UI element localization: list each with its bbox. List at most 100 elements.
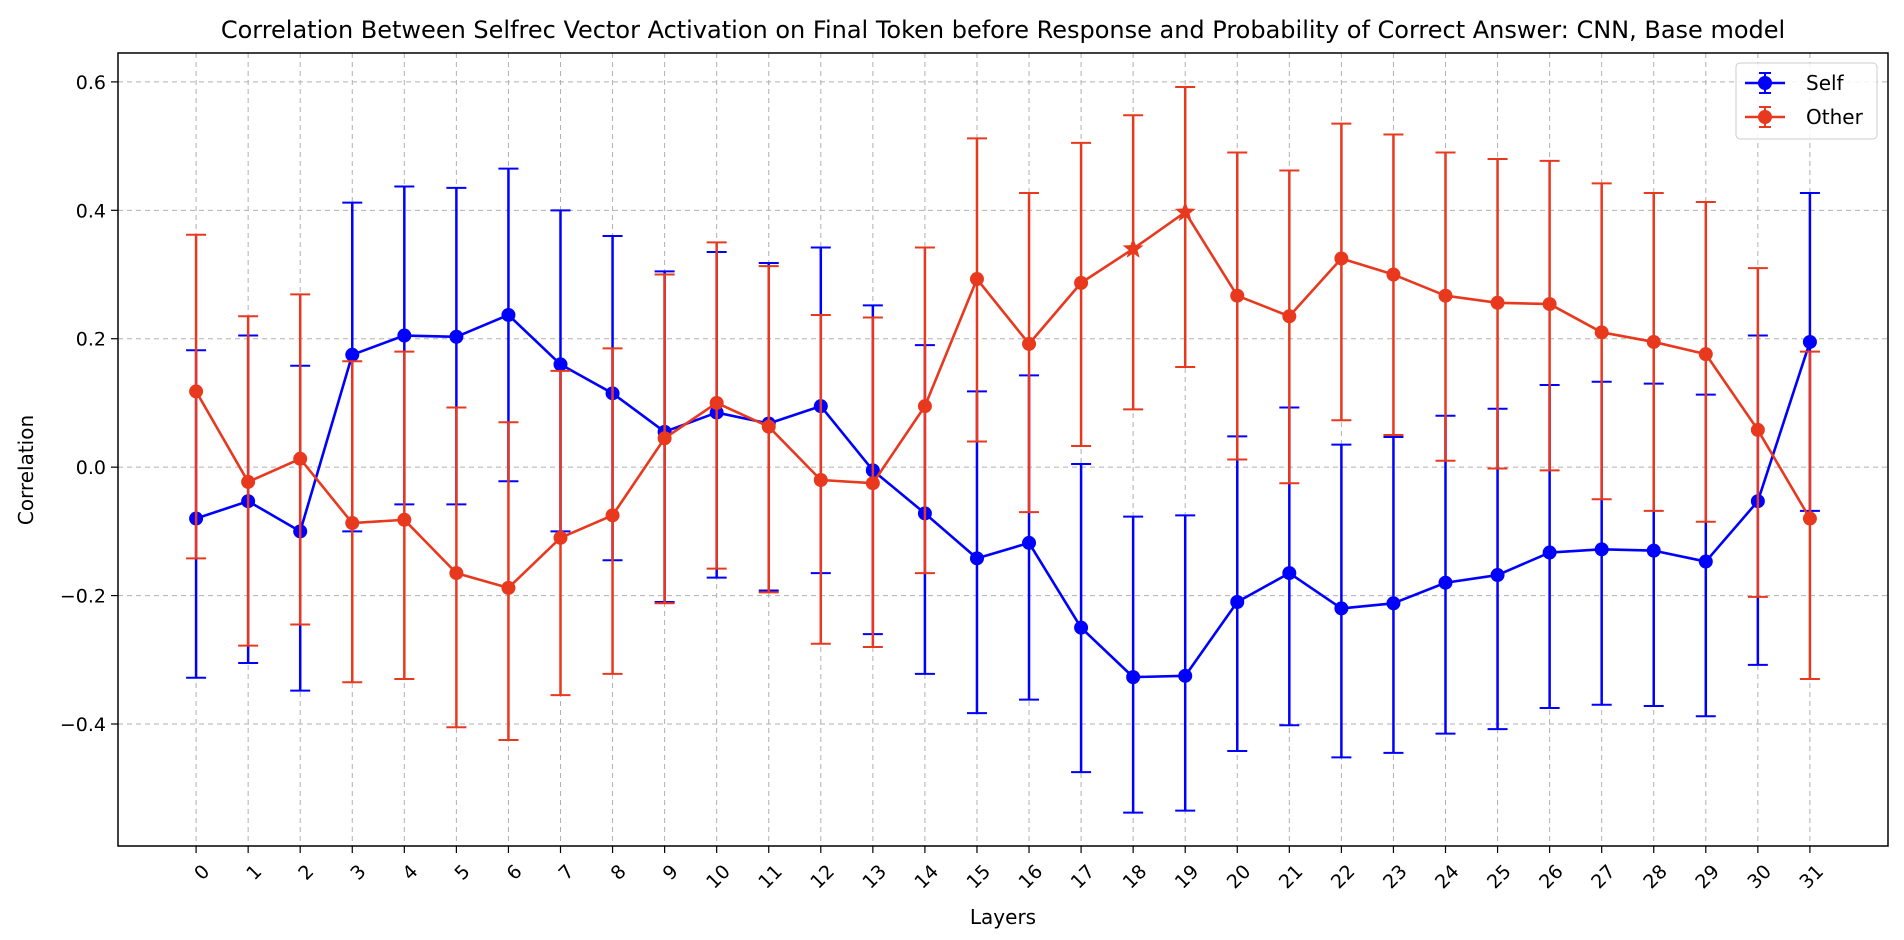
data-point-other bbox=[709, 395, 724, 410]
x-tick-label: 9 bbox=[659, 861, 683, 885]
x-tick-label: 8 bbox=[607, 861, 631, 885]
x-tick-label: 11 bbox=[754, 861, 787, 894]
x-tick-label: 31 bbox=[1795, 861, 1828, 894]
error-bars-self bbox=[186, 167, 1820, 814]
data-point-other bbox=[917, 399, 932, 414]
data-point-other bbox=[813, 473, 828, 487]
legend: Self Other bbox=[1735, 62, 1878, 140]
x-tick-label: 3 bbox=[346, 861, 370, 885]
series-other bbox=[186, 86, 1820, 742]
y-tick-label: 0.6 bbox=[76, 72, 106, 94]
series-line-self bbox=[195, 313, 1812, 679]
data-point-self bbox=[1698, 554, 1713, 569]
data-point-self bbox=[969, 551, 984, 566]
data-point-other bbox=[969, 272, 984, 287]
x-tick-label: 27 bbox=[1587, 861, 1620, 894]
x-tick-label: 30 bbox=[1743, 861, 1776, 894]
data-point-self bbox=[501, 307, 516, 322]
x-tick-label: 1 bbox=[242, 861, 266, 885]
data-point-other bbox=[761, 419, 776, 434]
x-tick-label: 0 bbox=[190, 861, 214, 885]
legend-marker-self bbox=[1758, 76, 1772, 90]
x-tick-label: 6 bbox=[502, 861, 526, 885]
y-tick-label: −0.4 bbox=[60, 714, 106, 736]
data-point-self bbox=[1230, 595, 1245, 609]
data-point-self bbox=[1126, 670, 1141, 685]
x-tick-label: 14 bbox=[910, 861, 943, 894]
x-tick-label: 2 bbox=[294, 861, 318, 885]
data-point-other bbox=[293, 451, 308, 466]
x-tick-label: 5 bbox=[450, 861, 474, 885]
data-point-self bbox=[397, 328, 412, 343]
x-tick-label: 22 bbox=[1327, 861, 1360, 894]
x-tick-label: 28 bbox=[1639, 861, 1672, 894]
data-point-other bbox=[1074, 275, 1089, 290]
data-point-star-other bbox=[1122, 237, 1144, 258]
x-tick-label: 21 bbox=[1275, 861, 1308, 894]
data-point-self bbox=[1074, 620, 1089, 635]
x-tick-label: 7 bbox=[555, 861, 579, 885]
x-tick-label: 26 bbox=[1535, 861, 1568, 894]
series-line-other bbox=[194, 210, 1812, 590]
legend-label-other: Other bbox=[1806, 105, 1864, 129]
y-tick-label: 0.0 bbox=[76, 457, 106, 479]
plot-frame bbox=[117, 52, 1889, 847]
y-axis: −0.4 −0.2 0.0 0.2 0.4 0.6 bbox=[60, 72, 118, 736]
data-point-other bbox=[605, 508, 620, 523]
data-point-self bbox=[1802, 334, 1817, 349]
x-tick-label: 25 bbox=[1483, 861, 1516, 894]
data-point-other bbox=[1750, 422, 1765, 437]
y-axis-title: Correlation bbox=[14, 415, 38, 525]
data-point-other bbox=[189, 384, 204, 399]
data-point-other bbox=[449, 566, 464, 581]
error-bars-other bbox=[186, 86, 1820, 742]
data-point-other bbox=[1802, 511, 1817, 526]
data-point-self bbox=[1334, 601, 1349, 616]
series-self bbox=[186, 167, 1820, 814]
x-tick-label: 10 bbox=[702, 861, 735, 894]
data-point-other bbox=[1230, 288, 1245, 303]
data-point-other bbox=[553, 530, 568, 545]
chart-title: Correlation Between Selfrec Vector Activ… bbox=[221, 16, 1785, 44]
data-point-self bbox=[1542, 545, 1557, 560]
y-tick-label: 0.4 bbox=[76, 200, 106, 222]
y-tick-label: 0.2 bbox=[76, 329, 106, 351]
data-point-self bbox=[449, 329, 464, 344]
x-tick-label: 20 bbox=[1223, 861, 1256, 894]
x-tick-label: 23 bbox=[1379, 861, 1412, 894]
y-tick-label: −0.2 bbox=[60, 586, 106, 608]
data-point-other bbox=[1542, 297, 1557, 312]
data-point-other bbox=[1646, 334, 1661, 349]
data-point-other bbox=[1490, 295, 1505, 310]
legend-label-self: Self bbox=[1806, 71, 1845, 95]
data-point-other bbox=[1334, 251, 1349, 266]
x-tick-label: 12 bbox=[806, 861, 839, 894]
data-point-self bbox=[1178, 668, 1193, 683]
data-point-self bbox=[345, 347, 360, 362]
data-point-other bbox=[1022, 336, 1037, 351]
grid bbox=[118, 53, 1888, 846]
x-tick-label: 4 bbox=[398, 861, 422, 885]
data-point-self bbox=[1594, 542, 1609, 557]
data-point-star-other bbox=[1174, 201, 1196, 222]
x-tick-label: 17 bbox=[1067, 861, 1100, 894]
x-axis-title: Layers bbox=[970, 905, 1036, 929]
x-axis: 0 1 2 3 4 5 6 7 8 9 10 11 12 13 14 15 16 17 18 19 20 21 22 23 24… bbox=[190, 846, 1828, 893]
data-point-self bbox=[553, 357, 568, 372]
x-tick-label: 18 bbox=[1119, 861, 1152, 894]
data-point-other bbox=[657, 431, 672, 446]
data-point-self bbox=[1438, 575, 1453, 590]
legend-item-self: Self bbox=[1745, 71, 1845, 95]
data-point-self bbox=[1490, 568, 1505, 583]
data-point-other bbox=[1438, 288, 1453, 303]
x-tick-label: 29 bbox=[1691, 861, 1724, 894]
series-layer bbox=[186, 86, 1820, 814]
data-point-other bbox=[865, 476, 880, 491]
data-point-other bbox=[241, 474, 256, 489]
x-tick-label: 16 bbox=[1015, 861, 1048, 894]
x-tick-label: 13 bbox=[858, 861, 891, 894]
legend-marker-other bbox=[1758, 110, 1772, 124]
data-point-other bbox=[1698, 347, 1713, 362]
